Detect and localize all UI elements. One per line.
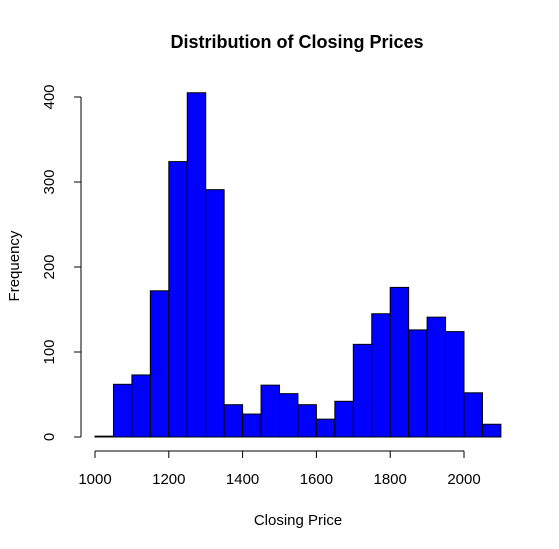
histogram-bar-20 [445,331,465,438]
y-tick-label-300: 300 [41,169,58,194]
histogram-bar-5 [168,161,188,438]
x-tick-label-1600: 1600 [300,471,333,488]
histogram-bar-15 [352,343,373,438]
histogram-bar-22 [481,423,502,438]
x-axis-label: Closing Price [254,512,342,529]
x-axis: 1000 1200 1400 1600 1800 2000 [78,450,481,488]
histogram-bar-1 [94,435,114,438]
histogram-bar-18 [408,329,428,438]
histogram-bar-21 [463,392,483,438]
histogram-bar-2 [112,383,133,438]
histogram-bar-19 [426,316,447,438]
histogram-bars [94,92,502,438]
x-tick-label-2000: 2000 [447,471,480,488]
histogram-bar-13 [315,418,336,438]
histogram-bar-14 [334,400,354,438]
y-tick-label-400: 400 [41,84,58,109]
histogram-bar-12 [297,404,317,438]
y-tick-label-100: 100 [41,339,58,364]
histogram-bar-17 [389,286,410,438]
x-tick-label-1200: 1200 [152,471,185,488]
histogram-bar-11 [279,393,299,438]
chart-title: Distribution of Closing Prices [170,32,423,52]
y-tick-label-200: 200 [41,254,58,279]
histogram-bar-16 [371,313,391,438]
histogram-bar-9 [242,413,262,438]
histogram-bar-6 [186,92,207,438]
x-tick-label-1400: 1400 [226,471,259,488]
y-axis: 0 100 200 300 400 [41,84,82,441]
y-tick-label-0: 0 [41,433,58,441]
x-tick-label-1000: 1000 [78,471,111,488]
histogram-bar-7 [205,189,225,438]
histogram-bar-4 [149,290,170,438]
x-tick-label-1800: 1800 [374,471,407,488]
histogram-bar-3 [131,374,151,438]
histogram-bar-10 [260,384,280,438]
y-axis-label: Frequency [6,230,23,301]
histogram-bar-8 [223,404,244,438]
